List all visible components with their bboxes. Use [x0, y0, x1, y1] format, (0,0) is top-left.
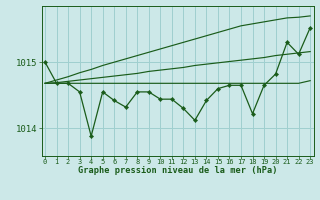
X-axis label: Graphe pression niveau de la mer (hPa): Graphe pression niveau de la mer (hPa)	[78, 166, 277, 175]
